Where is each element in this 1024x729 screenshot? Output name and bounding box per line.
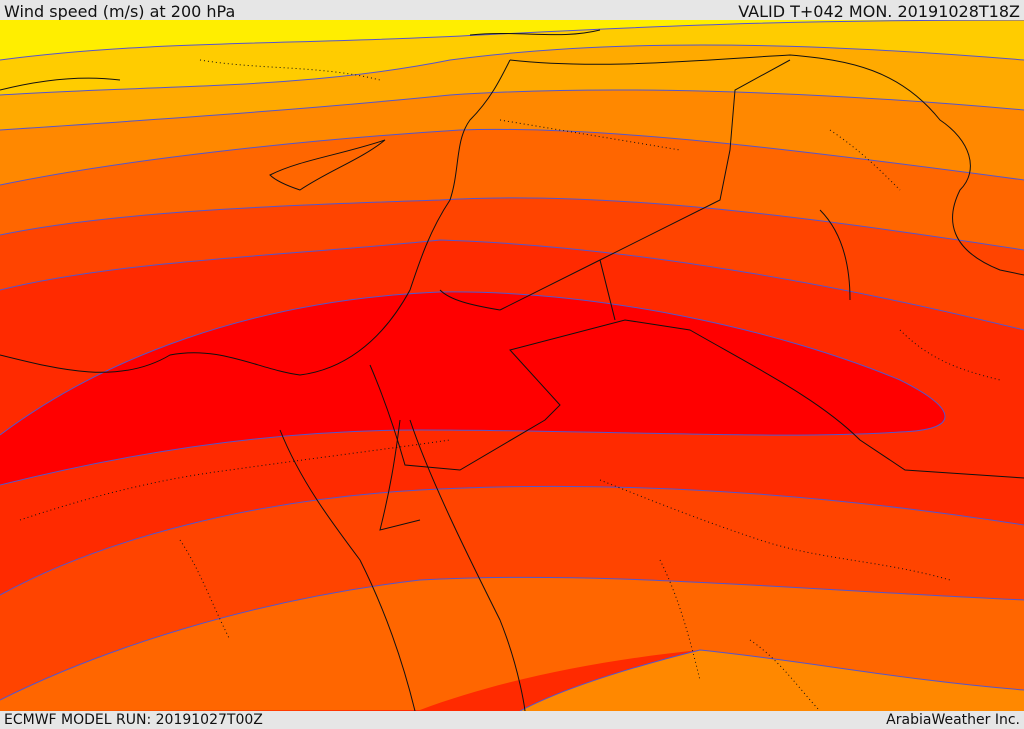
credit: ArabiaWeather Inc.: [886, 712, 1020, 728]
model-run: ECMWF MODEL RUN: 20191027T00Z: [4, 712, 263, 728]
country-borders: [369, 59, 1024, 479]
map-title: Wind speed (m/s) at 200 hPa: [4, 2, 236, 21]
map-canvas: [0, 20, 1024, 711]
coastlines: [0, 29, 1024, 711]
province-lines: [19, 59, 1001, 711]
band-south-deep: [0, 430, 1024, 595]
wind-speed-map[interactable]: [0, 20, 1024, 711]
header-bar: Wind speed (m/s) at 200 hPa VALID T+042 …: [0, 0, 1024, 21]
valid-time: VALID T+042 MON. 20191028T18Z: [738, 2, 1020, 21]
band-south-dark: [0, 577, 1024, 711]
band-south-red: [0, 486, 1024, 700]
band-south-orange: [520, 650, 1024, 711]
footer-bar: ECMWF MODEL RUN: 20191027T00Z ArabiaWeat…: [0, 711, 1024, 729]
